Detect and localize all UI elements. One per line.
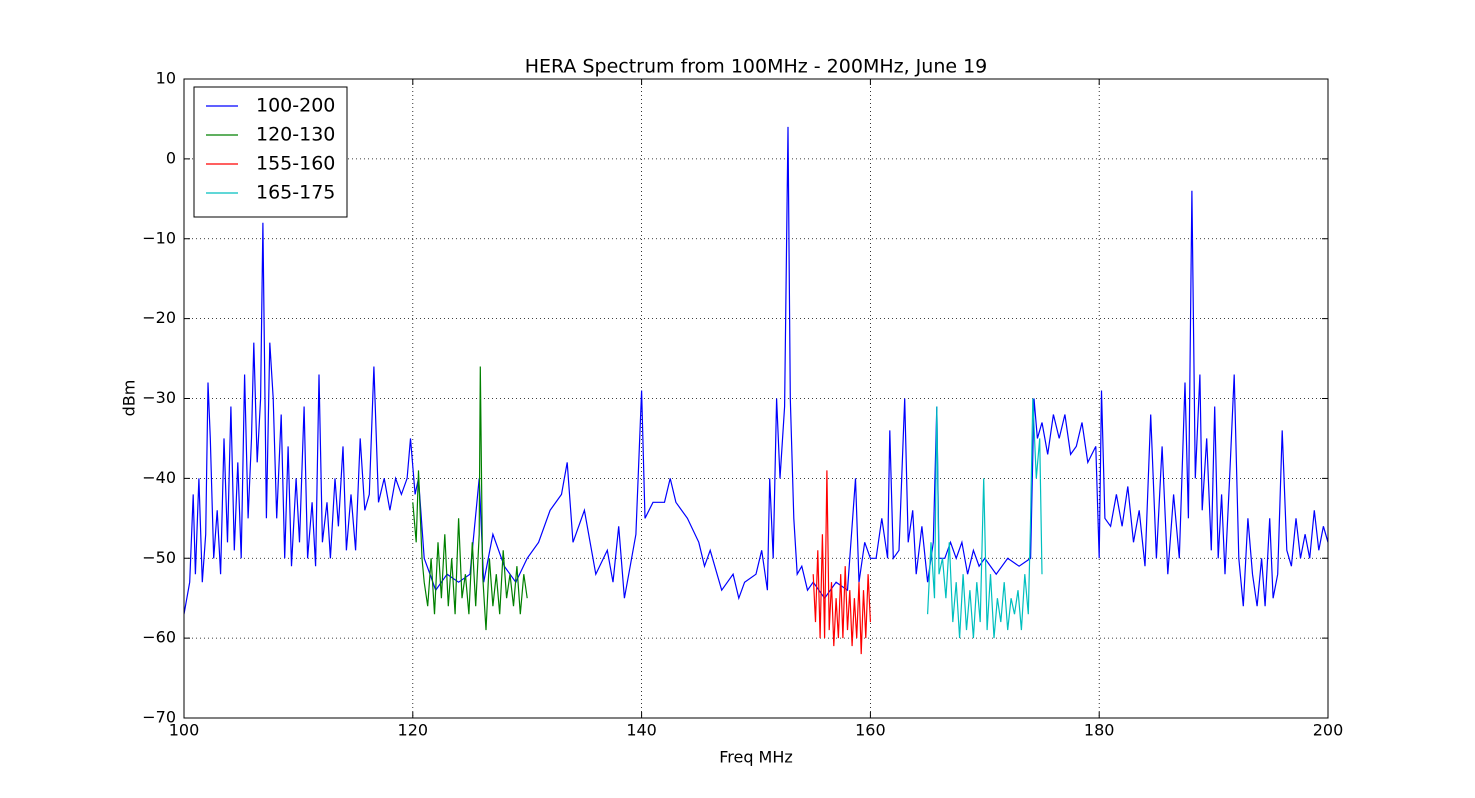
x-axis-label: Freq MHz: [719, 748, 793, 767]
y-tick-label: −50: [142, 548, 176, 567]
y-tick-label: −20: [142, 308, 176, 327]
legend-label: 155-160: [256, 153, 335, 175]
x-tick-label: 200: [1313, 721, 1344, 740]
x-tick-label: 120: [398, 721, 429, 740]
chart-title: HERA Spectrum from 100MHz - 200MHz, June…: [525, 56, 988, 78]
y-tick-label: 0: [166, 148, 176, 167]
y-tick-label: 10: [156, 69, 176, 88]
x-tick-label: 160: [855, 721, 886, 740]
legend-label: 120-130: [256, 124, 335, 146]
y-tick-label: −60: [142, 628, 176, 647]
y-tick-label: −40: [142, 468, 176, 487]
series-line: [412, 366, 528, 631]
x-tick-label: 140: [626, 721, 657, 740]
y-tick-label: −30: [142, 388, 176, 407]
x-tick-label: 180: [1084, 721, 1115, 740]
y-axis-label: dBm: [120, 380, 139, 417]
series-line: [927, 398, 1043, 639]
series-line: [184, 126, 1328, 615]
y-tick-label: −10: [142, 228, 176, 247]
legend-label: 100-200: [256, 95, 335, 117]
plot-frame: [183, 78, 1329, 719]
legend-label: 165-175: [256, 182, 335, 204]
x-tick-label: 100: [169, 721, 200, 740]
y-tick-label: −70: [142, 708, 176, 727]
series-line: [812, 470, 871, 655]
legend-box: [193, 86, 348, 218]
